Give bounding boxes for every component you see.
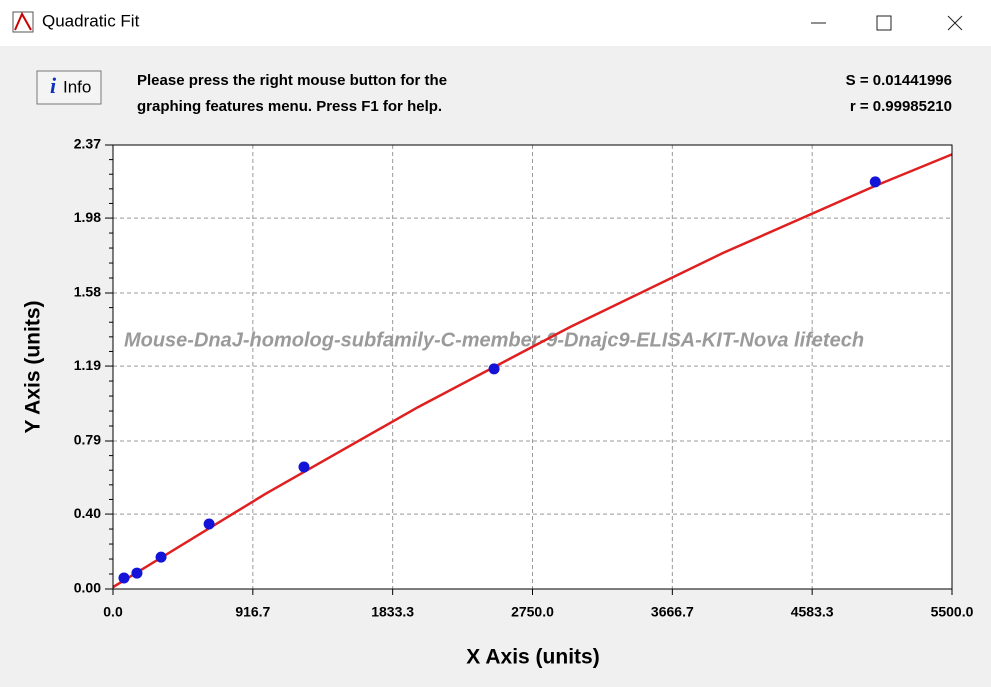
x-tick-label: 3666.7 [651,604,694,620]
data-point [869,176,881,188]
y-tick-label: 1.98 [74,209,101,225]
x-tick-label: 5500.0 [931,604,974,620]
y-tick-label: 1.58 [74,284,101,300]
y-axis-label: Y Axis (units) [22,300,45,433]
data-point [488,363,500,375]
watermark: Mouse-DnaJ-homolog-subfamily-C-member-9-… [124,329,864,351]
title-bar [0,0,991,46]
x-tick-label: 2750.0 [511,604,554,620]
data-point [298,461,310,473]
y-tick-label: 1.19 [74,357,101,373]
data-point [131,567,143,579]
fit-stat: S = 0.01441996 [846,72,952,89]
help-message: graphing features menu. Press F1 for hel… [137,98,442,115]
data-point [155,551,167,563]
info-label: Info [63,77,91,96]
x-axis-label: X Axis (units) [466,646,599,669]
info-button[interactable] [36,70,102,105]
plot-frame [112,144,953,590]
help-message: Please press the right mouse button for … [137,72,447,89]
info-icon: i [50,73,57,98]
y-tick-label: 0.79 [74,432,101,448]
data-point [118,572,130,584]
data-point [203,518,215,530]
y-tick-label: 2.37 [74,136,101,152]
window-title: Quadratic Fit [42,11,140,30]
app-icon-mark [14,11,32,31]
y-tick-label: 0.00 [74,580,101,596]
x-tick-label: 1833.3 [371,604,414,620]
x-tick-label: 916.7 [235,604,270,620]
close-button[interactable] [947,15,963,31]
x-tick-label: 4583.3 [791,604,834,620]
app-icon [12,11,34,33]
fit-stat: r = 0.99985210 [850,98,952,115]
maximize-button[interactable] [876,15,892,31]
y-tick-label: 0.40 [74,505,101,521]
x-tick-label: 0.0 [103,604,123,620]
